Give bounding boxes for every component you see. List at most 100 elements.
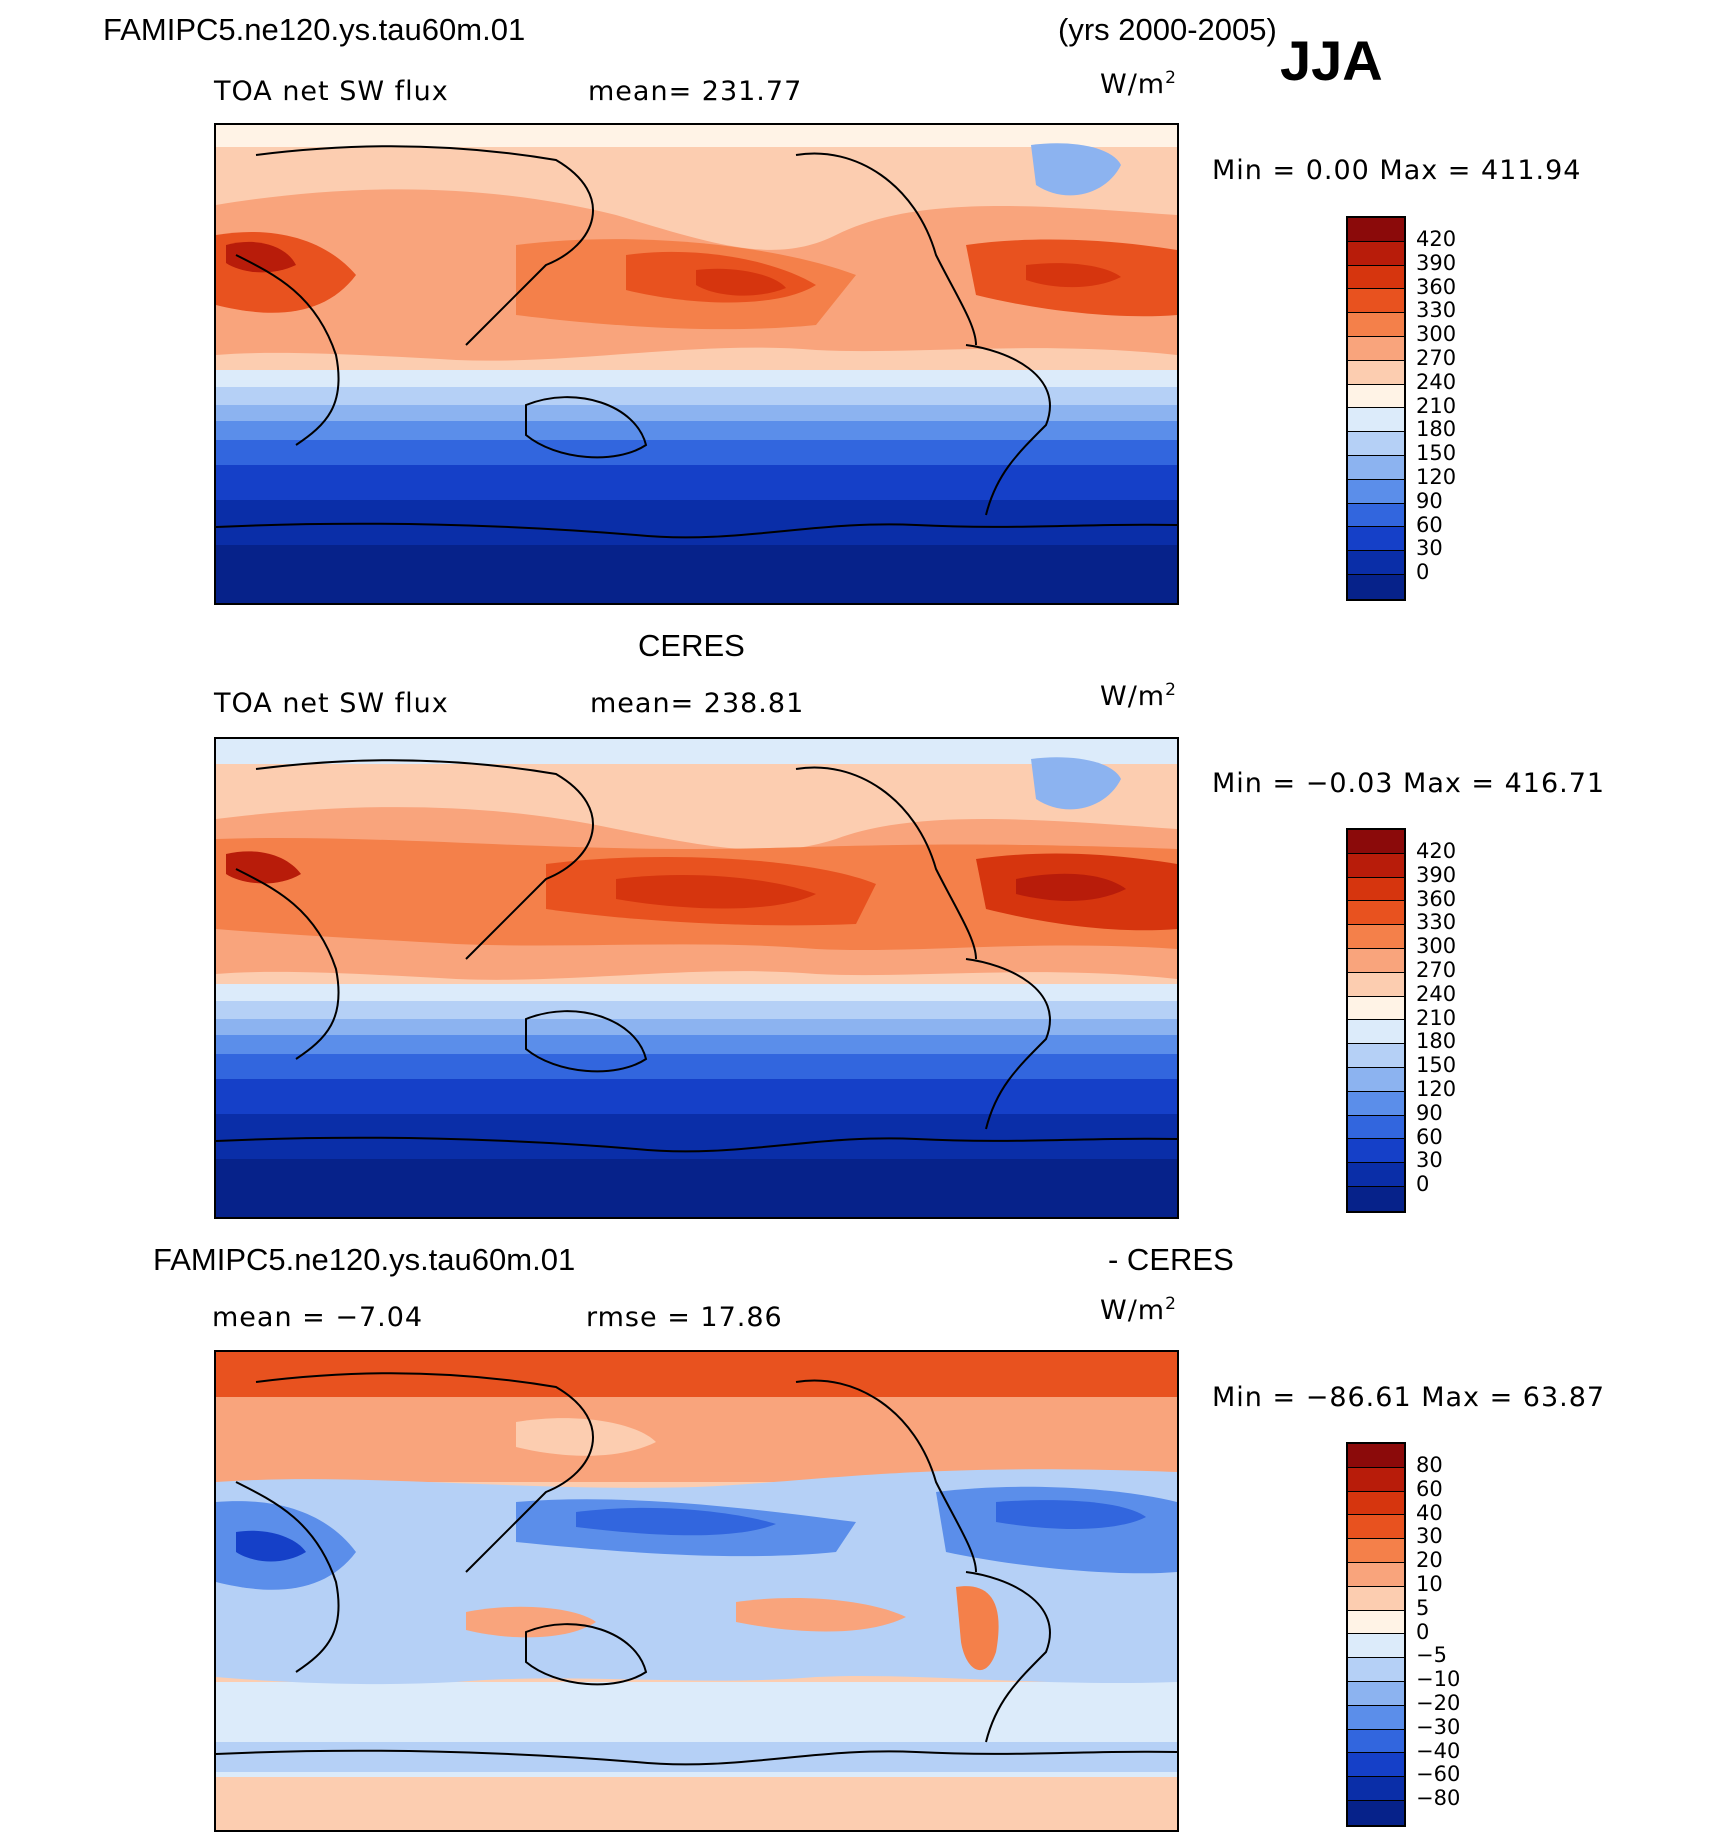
colorbar-tick-label: 210 <box>1416 1005 1457 1030</box>
colorbar-tick-label: 30 <box>1416 536 1443 561</box>
season-label: JJA <box>1280 29 1383 92</box>
colorbar-tick-label: 60 <box>1416 1476 1443 1501</box>
colorbar-swatch <box>1348 901 1404 926</box>
colorbar-tick-label: 150 <box>1416 1053 1457 1078</box>
colorbar-obs-ticks: 420 390 360 330 300 270 240 210 180 150 120 90 60 30 0 <box>1416 839 1486 1197</box>
panel-obs-variable: TOA net SW flux <box>214 688 449 719</box>
colorbar-tick-label: 180 <box>1416 1029 1457 1054</box>
colorbar-tick-label: 90 <box>1416 488 1443 513</box>
colorbar-swatch <box>1348 1800 1404 1825</box>
colorbar-model <box>1346 216 1406 601</box>
colorbar-swatch <box>1348 574 1404 599</box>
colorbar-swatch <box>1348 408 1404 433</box>
colorbar-swatch <box>1348 1044 1404 1068</box>
panel-diff-title-left: FAMIPC5.ne120.ys.tau60m.01 <box>153 1242 576 1277</box>
colorbar-tick-label: 90 <box>1416 1100 1443 1125</box>
colorbar-swatch <box>1348 1729 1404 1754</box>
colorbar-tick-label: 300 <box>1416 934 1457 959</box>
colorbar-tick-label: −40 <box>1416 1738 1461 1763</box>
years-label: (yrs 2000-2005) <box>1058 12 1277 47</box>
panel-model-variable: TOA net SW flux <box>214 76 449 107</box>
case-title: FAMIPC5.ne120.ys.tau60m.01 <box>103 12 526 47</box>
colorbar-tick-label: 180 <box>1416 417 1457 442</box>
colorbar-swatch <box>1348 313 1404 337</box>
colorbar-swatch <box>1348 1610 1404 1635</box>
colorbar-swatch <box>1348 455 1404 480</box>
colorbar-tick-label: 210 <box>1416 393 1457 418</box>
colorbar-tick-label: 270 <box>1416 957 1457 982</box>
colorbar-tick-label: 10 <box>1416 1571 1443 1596</box>
colorbar-tick-label: −60 <box>1416 1762 1461 1787</box>
colorbar-swatch <box>1348 1186 1404 1211</box>
colorbar-swatch <box>1348 551 1404 575</box>
colorbar-swatch <box>1348 527 1404 552</box>
panel-obs-minmax: Min = −0.03 Max = 416.71 <box>1212 768 1606 799</box>
colorbar-tick-label: 270 <box>1416 345 1457 370</box>
colorbar-swatch <box>1348 1163 1404 1187</box>
colorbar-tick-label: −80 <box>1416 1786 1461 1811</box>
colorbar-tick-label: 120 <box>1416 1076 1457 1101</box>
colorbar-tick-label: 30 <box>1416 1148 1443 1173</box>
colorbar-swatch <box>1348 1777 1404 1801</box>
map-panel-model <box>214 123 1179 605</box>
colorbar-swatch <box>1348 972 1404 997</box>
panel-model-mean: mean= 231.77 <box>588 76 803 107</box>
colorbar-tick-label: 60 <box>1416 1124 1443 1149</box>
colorbar-tick-label: 5 <box>1416 1595 1430 1620</box>
colorbar-tick-label: 0 <box>1416 1172 1430 1197</box>
colorbar-tick-label: 120 <box>1416 464 1457 489</box>
colorbar-swatch <box>1348 877 1404 902</box>
model-map-svg <box>216 125 1177 603</box>
panel-obs-mean: mean= 238.81 <box>590 688 805 719</box>
colorbar-swatch <box>1348 336 1404 361</box>
colorbar-swatch <box>1348 853 1404 878</box>
colorbar-tick-label: −5 <box>1416 1643 1447 1668</box>
colorbar-swatch <box>1348 1681 1404 1706</box>
colorbar-tick-label: 80 <box>1416 1453 1443 1477</box>
colorbar-swatch <box>1348 1067 1404 1092</box>
map-panel-diff <box>214 1350 1179 1832</box>
colorbar-swatch <box>1348 1539 1404 1563</box>
panel-obs-title: CERES <box>638 628 745 663</box>
panel-diff-mean: mean = −7.04 <box>212 1302 424 1333</box>
panel-diff-rmse: rmse = 17.86 <box>586 1302 783 1333</box>
colorbar-tick-label: 390 <box>1416 862 1457 887</box>
colorbar-swatch <box>1348 1139 1404 1164</box>
colorbar-swatch <box>1348 503 1404 528</box>
colorbar-swatch <box>1348 360 1404 385</box>
colorbar-swatch <box>1348 830 1404 854</box>
colorbar-obs <box>1346 828 1406 1213</box>
colorbar-tick-label: 0 <box>1416 1619 1430 1644</box>
colorbar-swatch <box>1348 1091 1404 1116</box>
map-panel-obs <box>214 737 1179 1219</box>
panel-diff-title-right: - CERES <box>1108 1242 1234 1277</box>
colorbar-tick-label: 40 <box>1416 1500 1443 1525</box>
colorbar-tick-label: 0 <box>1416 560 1430 585</box>
colorbar-tick-label: 300 <box>1416 322 1457 347</box>
colorbar-diff <box>1346 1442 1406 1827</box>
colorbar-swatch <box>1348 1020 1404 1045</box>
colorbar-swatch <box>1348 1634 1404 1659</box>
colorbar-swatch <box>1348 241 1404 266</box>
colorbar-swatch <box>1348 1515 1404 1540</box>
panel-diff-units: W/m2 <box>1100 1294 1177 1326</box>
colorbar-tick-label: 360 <box>1416 886 1457 911</box>
panel-obs-units: W/m2 <box>1100 680 1177 712</box>
obs-map-svg <box>216 739 1177 1217</box>
panel-diff-minmax: Min = −86.61 Max = 63.87 <box>1212 1382 1606 1413</box>
colorbar-tick-label: −10 <box>1416 1667 1461 1692</box>
colorbar-swatch <box>1348 1467 1404 1492</box>
colorbar-swatch <box>1348 1658 1404 1682</box>
colorbar-tick-label: 150 <box>1416 441 1457 466</box>
colorbar-swatch <box>1348 432 1404 456</box>
colorbar-tick-label: 20 <box>1416 1548 1443 1573</box>
colorbar-swatch <box>1348 479 1404 504</box>
colorbar-swatch <box>1348 1444 1404 1468</box>
colorbar-swatch <box>1348 1586 1404 1611</box>
colorbar-tick-label: 390 <box>1416 250 1457 275</box>
colorbar-tick-label: 360 <box>1416 274 1457 299</box>
colorbar-swatch <box>1348 1753 1404 1778</box>
colorbar-swatch <box>1348 996 1404 1021</box>
colorbar-tick-label: −20 <box>1416 1690 1461 1715</box>
colorbar-swatch <box>1348 1705 1404 1730</box>
